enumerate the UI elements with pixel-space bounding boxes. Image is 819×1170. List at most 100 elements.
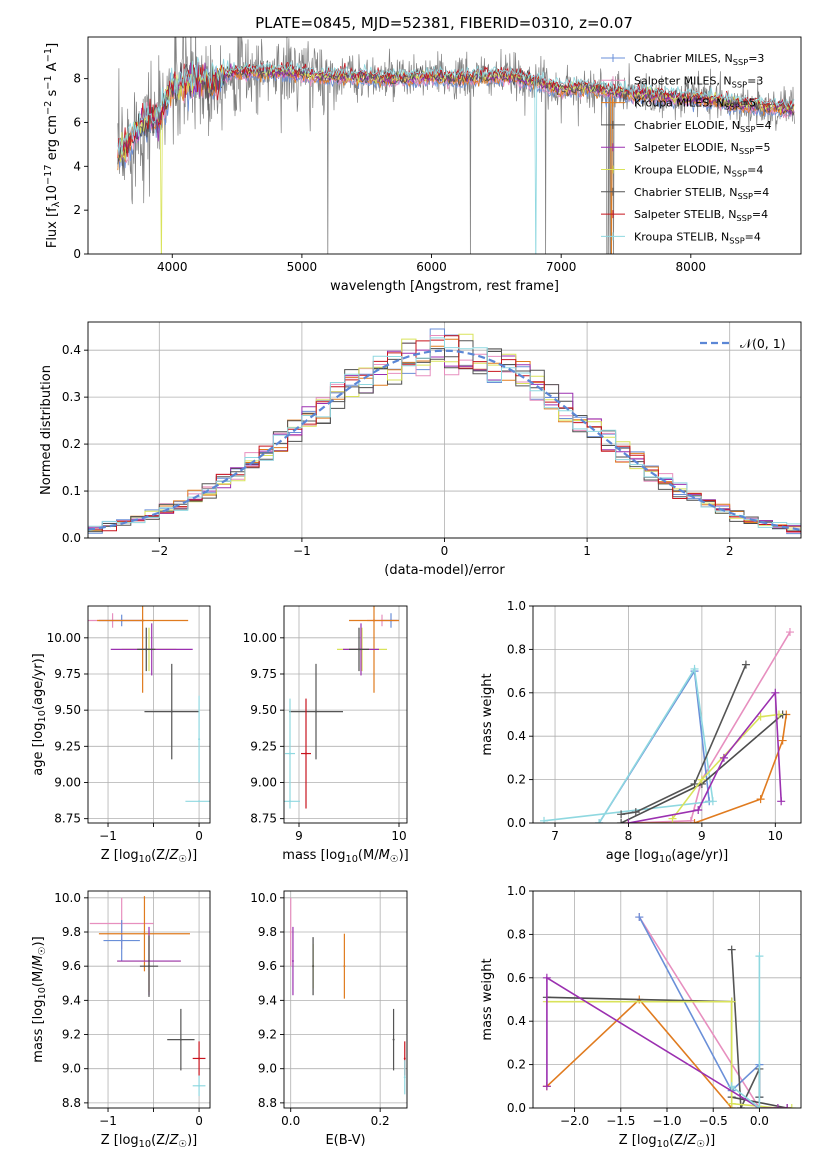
mass-weight-marker [686,816,695,823]
x-tick-label: −1 [293,544,311,558]
age-vs-mass: 9 10 8.75 9.00 9.25 9.50 9.75 10.00 mass [log10(… [243,605,409,865]
spectrum-axes: 4000 5000 6000 7000 8000 0 2 4 6 8 wavelength [Ang… [43,36,802,294]
x-tick-label: 5000 [287,260,318,274]
y-tick-label: 10.00 [243,631,277,645]
plot-frame [87,890,211,1109]
x-axis-label: age [log10(age/yr)] [606,848,729,865]
mass-weight-marker [595,819,604,823]
mass-weight-marker [783,1104,792,1108]
data-point [315,710,317,713]
data-point [312,965,315,968]
y-tick-label: 1.0 [507,599,526,613]
data-point [392,1038,395,1041]
mass-weight-marker [727,1099,736,1108]
data-point [198,738,201,741]
y-tick-label: 9.2 [62,1028,81,1042]
y-tick-label: 9.0 [258,1062,277,1076]
mass-weight-marker [778,736,787,745]
y-tick-label: 0.1 [62,484,81,498]
data-point [289,800,291,803]
y-tick-label: 8.75 [250,812,277,826]
mass-weight-line [546,976,788,1108]
y-tick-label: 4 [73,159,81,173]
x-tick-label: −1.5 [606,1114,635,1128]
mass-weight-marker [785,628,794,637]
y-axis-label: Normed distribution [39,365,54,495]
x-tick-label: −1 [99,829,117,843]
mass-weight-marker [727,945,736,954]
data-point [198,1057,201,1060]
legend-normal-label: 𝒩(0, 1) [740,336,786,351]
y-tick-label: 9.25 [54,739,81,753]
mass-vs-metallicity: −1 0 8.8 9.0 9.2 9.4 9.6 9.8 10.0 Z [log10(Z/Z☉)]… [31,890,211,1150]
data-point [170,710,173,713]
y-tick-label: 9.25 [250,739,277,753]
data-point [198,800,201,803]
y-tick-label: 10.00 [47,631,81,645]
data-point [403,1076,406,1079]
mass-vs-reddening: 0.0 0.2 8.8 9.0 9.2 9.4 9.6 9.8 10.0 E(B-V) [250,890,408,1148]
y-tick-label: 0.0 [62,531,81,545]
x-tick-label: 7 [551,829,559,843]
mass-weight-marker [773,1104,782,1108]
y-axis-label: mass [log10(M/M☉)] [31,936,48,1062]
x-tick-label: 9 [295,829,303,843]
data-point [358,648,360,651]
x-tick-label: −1.0 [652,1114,681,1128]
data-point [179,1038,182,1041]
y-tick-label: 10.0 [250,891,277,905]
y-tick-label: 0.4 [507,729,526,743]
data-point [373,619,375,622]
x-tick-label: 1 [583,544,591,558]
y-tick-label: 2 [73,203,81,217]
data-point [148,965,150,968]
mass-weight-marker [617,810,626,819]
y-tick-label: 9.75 [54,667,81,681]
legend-label: Chabrier STELIB, NSSP=4 [634,186,769,201]
legend-label: Salpeter STELIB, NSSP=4 [634,208,768,223]
mass-weight-marker [624,819,633,823]
mass-weight-marker [719,753,728,762]
y-tick-label: 0.6 [507,686,526,700]
y-tick-label: 9.50 [54,703,81,717]
legend-label: Chabrier ELODIE, NSSP=4 [634,119,772,134]
plot-frame [87,36,802,255]
normal-reference-curve [88,349,801,531]
x-tick-label: 2 [726,544,734,558]
legend-label: Salpeter MILES, NSSP=3 [634,74,763,89]
y-tick-label: 9.4 [62,993,81,1007]
y-tick-label: 9.50 [250,703,277,717]
y-tick-label: 9.00 [54,775,81,789]
model-fit-line [117,56,795,254]
x-tick-label: 7000 [546,260,577,274]
x-tick-label: 4000 [157,260,188,274]
mass-weight-marker [771,688,780,697]
x-tick-label: −0.5 [699,1114,728,1128]
x-tick-label: 10 [391,829,406,843]
y-tick-label: 0.8 [507,927,526,941]
mass-weight-marker [540,816,549,823]
x-tick-label: 8 [625,829,633,843]
mass-weight-marker [787,1104,796,1108]
data-point [289,931,292,934]
mass-weight-marker [708,797,717,806]
x-tick-label: 9 [698,829,706,843]
mass-weight-line [730,949,761,1108]
x-tick-label: 0.0 [750,1114,769,1128]
x-tick-label: 0.2 [371,1114,390,1128]
mass-weight-marker [756,712,765,721]
data-point [120,939,123,942]
y-tick-label: 0.0 [507,816,526,830]
residual-histogram-step [88,337,801,533]
mass-weight-marker [631,808,640,817]
x-axis-label: wavelength [Angstrom, rest frame] [330,279,559,294]
y-tick-label: 0.4 [62,343,81,357]
x-axis-label: Z [log10(Z/Z☉)] [101,1133,198,1150]
plot-frame [532,605,802,824]
x-axis-label: (data-model)/error [384,563,505,578]
plot-frame [87,605,211,824]
mass-weight-marker [697,775,706,784]
x-axis-label: Z [log10(Z/Z☉)] [619,1133,716,1150]
plot-frame [283,890,408,1109]
data-point [289,752,291,755]
